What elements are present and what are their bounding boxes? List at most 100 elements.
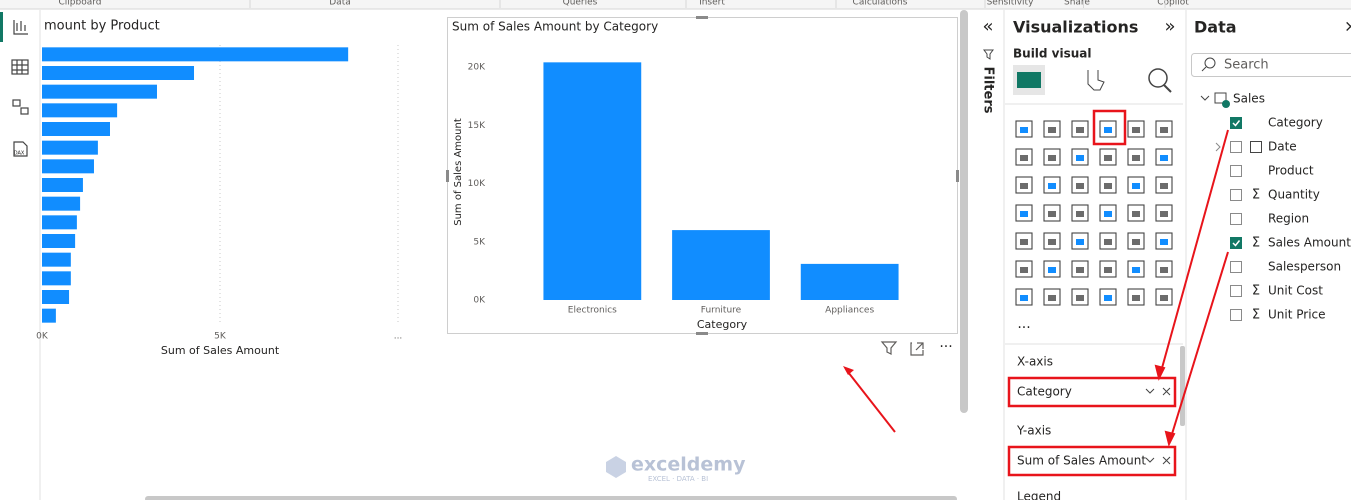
dropdown-icon[interactable] xyxy=(1145,388,1155,394)
checkbox[interactable] xyxy=(1230,285,1242,297)
handle[interactable] xyxy=(696,16,708,19)
filter-icon[interactable] xyxy=(880,341,898,355)
expand-chevron[interactable] xyxy=(1200,95,1210,101)
field-name[interactable]: Salesperson xyxy=(1268,260,1341,274)
dax-icon[interactable] xyxy=(13,141,28,157)
checkbox[interactable] xyxy=(1230,261,1242,273)
visual-icon[interactable] xyxy=(1127,204,1145,222)
more-options[interactable]: ··· xyxy=(939,339,952,355)
visual-icon[interactable] xyxy=(1127,120,1145,138)
checkbox[interactable] xyxy=(1230,213,1242,225)
visual-icon[interactable] xyxy=(1071,120,1089,138)
visual-icon[interactable] xyxy=(1071,176,1089,194)
icon-frame xyxy=(1043,288,1061,306)
checkbox[interactable] xyxy=(1230,309,1242,321)
expand-icon[interactable]: » xyxy=(1164,16,1175,37)
visual-icon[interactable] xyxy=(1099,204,1117,222)
well-field[interactable] xyxy=(1007,376,1177,408)
visual-icon[interactable] xyxy=(1071,288,1089,306)
dropdown-icon[interactable] xyxy=(1145,457,1155,463)
more-visuals[interactable]: ... xyxy=(1017,316,1030,332)
visual-icon[interactable] xyxy=(1071,232,1089,250)
check-mark xyxy=(1232,240,1241,247)
expand-chevron[interactable] xyxy=(1215,142,1221,152)
remove-icon[interactable] xyxy=(1162,387,1171,396)
field-name[interactable]: Unit Cost xyxy=(1268,284,1323,298)
visual-icon[interactable] xyxy=(1155,260,1173,278)
field-name[interactable]: Quantity xyxy=(1268,188,1320,202)
visual-icon[interactable] xyxy=(1155,148,1173,166)
visual-icon[interactable] xyxy=(1015,260,1033,278)
visual-icon[interactable] xyxy=(1127,148,1145,166)
collapse-icon[interactable]: « xyxy=(982,16,993,37)
close-icon[interactable]: × xyxy=(1344,17,1351,36)
handle[interactable] xyxy=(446,170,449,182)
field-name[interactable]: Sales Amount xyxy=(1268,236,1351,250)
field-name[interactable]: Region xyxy=(1268,212,1309,226)
canvas-scrollbar[interactable] xyxy=(960,10,968,413)
visual-icon[interactable] xyxy=(1127,176,1145,194)
pane-scrollbar[interactable] xyxy=(1180,346,1185,426)
handle[interactable] xyxy=(956,170,959,182)
table-name[interactable]: Sales xyxy=(1233,92,1265,106)
visual-icon[interactable] xyxy=(1127,232,1145,250)
visual-icon[interactable] xyxy=(1155,204,1173,222)
visual-icon[interactable] xyxy=(1099,176,1117,194)
remove-icon[interactable] xyxy=(1162,456,1171,465)
visual-icon[interactable] xyxy=(1099,148,1117,166)
field-name[interactable]: Date xyxy=(1268,140,1297,154)
bar[interactable] xyxy=(800,263,899,300)
visual-icon[interactable] xyxy=(1043,288,1061,306)
visual-icon[interactable] xyxy=(1043,148,1061,166)
visual-icon[interactable] xyxy=(1099,120,1117,138)
table-icon[interactable] xyxy=(11,59,29,75)
visual-icon[interactable] xyxy=(1155,120,1173,138)
model-icon[interactable] xyxy=(12,99,21,107)
bar[interactable] xyxy=(672,230,770,300)
visual-icon[interactable] xyxy=(1015,288,1033,306)
checkbox[interactable] xyxy=(1230,141,1242,153)
visual-icon[interactable] xyxy=(1155,176,1173,194)
visual-icon[interactable] xyxy=(1015,148,1033,166)
checkbox[interactable] xyxy=(1230,165,1242,177)
field-name[interactable]: Category xyxy=(1268,116,1323,130)
visual-icon[interactable] xyxy=(1043,176,1061,194)
checkbox[interactable] xyxy=(1230,237,1242,249)
visual-icon[interactable] xyxy=(1015,176,1033,194)
well-field[interactable] xyxy=(1007,445,1177,477)
visual-icon[interactable] xyxy=(1071,148,1089,166)
search-box[interactable] xyxy=(1191,53,1351,77)
visual-icon[interactable] xyxy=(1099,232,1117,250)
visual-icon[interactable] xyxy=(1043,204,1061,222)
field-name[interactable]: Product xyxy=(1268,164,1314,178)
visual-icon[interactable] xyxy=(1127,288,1145,306)
visual-icon[interactable] xyxy=(1043,260,1061,278)
checkbox[interactable] xyxy=(1230,189,1242,201)
filters-label[interactable]: Filters xyxy=(981,67,996,114)
visual-icon[interactable] xyxy=(1099,260,1117,278)
checkbox[interactable] xyxy=(1230,117,1242,129)
canvas-hscrollbar[interactable] xyxy=(145,496,957,500)
visual-icon[interactable] xyxy=(1015,232,1033,250)
icon-frame xyxy=(1127,204,1145,222)
nav-icons xyxy=(11,20,29,157)
visual-icon[interactable] xyxy=(1071,260,1089,278)
visual-icon[interactable] xyxy=(1155,232,1173,250)
focus-icon[interactable] xyxy=(910,342,924,356)
visual-icon[interactable] xyxy=(1099,288,1117,306)
visual-icon[interactable] xyxy=(1155,288,1173,306)
handle[interactable] xyxy=(696,332,708,335)
report-icon[interactable] xyxy=(13,20,28,35)
field-name[interactable]: Unit Price xyxy=(1268,308,1326,322)
visual-icon[interactable] xyxy=(1015,204,1033,222)
search-placeholder[interactable]: Search xyxy=(1224,58,1269,73)
visual-icon[interactable] xyxy=(1043,120,1061,138)
bar[interactable] xyxy=(543,62,642,301)
analytics-tab[interactable] xyxy=(1148,68,1168,88)
format-tab[interactable] xyxy=(1087,70,1105,91)
visual-icon[interactable] xyxy=(1015,120,1033,138)
pane-title: Visualizations xyxy=(1013,18,1138,37)
visual-icon[interactable] xyxy=(1071,204,1089,222)
visual-icon[interactable] xyxy=(1127,260,1145,278)
visual-icon[interactable] xyxy=(1043,232,1061,250)
